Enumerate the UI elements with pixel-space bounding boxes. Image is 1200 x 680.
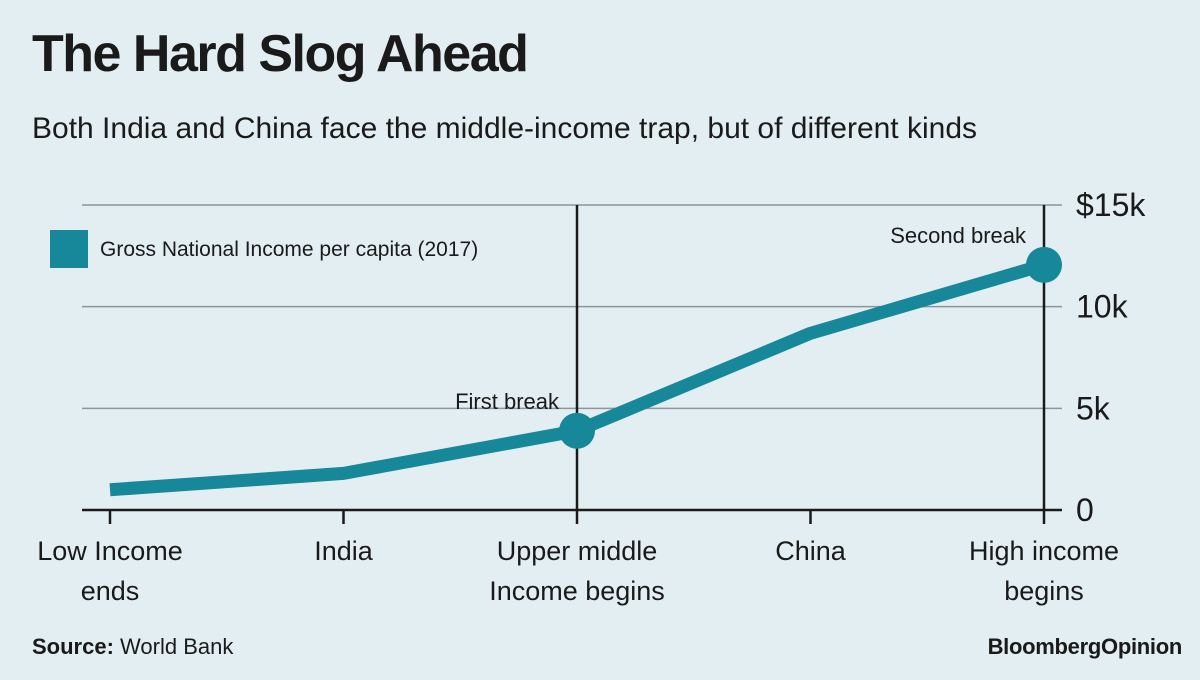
y-tick-label: 0 xyxy=(1076,492,1094,528)
x-category-label: ends xyxy=(81,576,140,606)
y-tick-label: 5k xyxy=(1076,390,1111,426)
source-label: Source: xyxy=(32,634,114,659)
brand-logo: BloombergOpinion xyxy=(987,634,1183,659)
legend-label: Gross National Income per capita (2017) xyxy=(100,238,478,261)
legend-swatch xyxy=(50,230,88,268)
x-category-label: High income xyxy=(969,536,1119,566)
y-tick-label: 10k xyxy=(1076,289,1129,325)
break-point-marker xyxy=(559,412,595,449)
x-category-label: India xyxy=(314,536,374,566)
x-category-label: Upper middle xyxy=(497,536,658,566)
chart-subtitle: Both India and China face the middle-inc… xyxy=(32,112,978,145)
source-value: World Bank xyxy=(120,634,234,659)
x-category-label: China xyxy=(775,536,847,566)
source-note: Source: World Bank xyxy=(32,634,233,660)
chart-title: The Hard Slog Ahead xyxy=(32,25,529,83)
annotation-label: Second break xyxy=(890,223,1027,248)
y-tick-label: $15k xyxy=(1076,187,1146,223)
x-category-label: Income begins xyxy=(489,576,665,606)
x-category-label: begins xyxy=(1004,576,1084,606)
x-category-label: Low Income xyxy=(37,536,183,566)
break-point-marker xyxy=(1026,246,1062,283)
annotation-label: First break xyxy=(455,389,560,414)
